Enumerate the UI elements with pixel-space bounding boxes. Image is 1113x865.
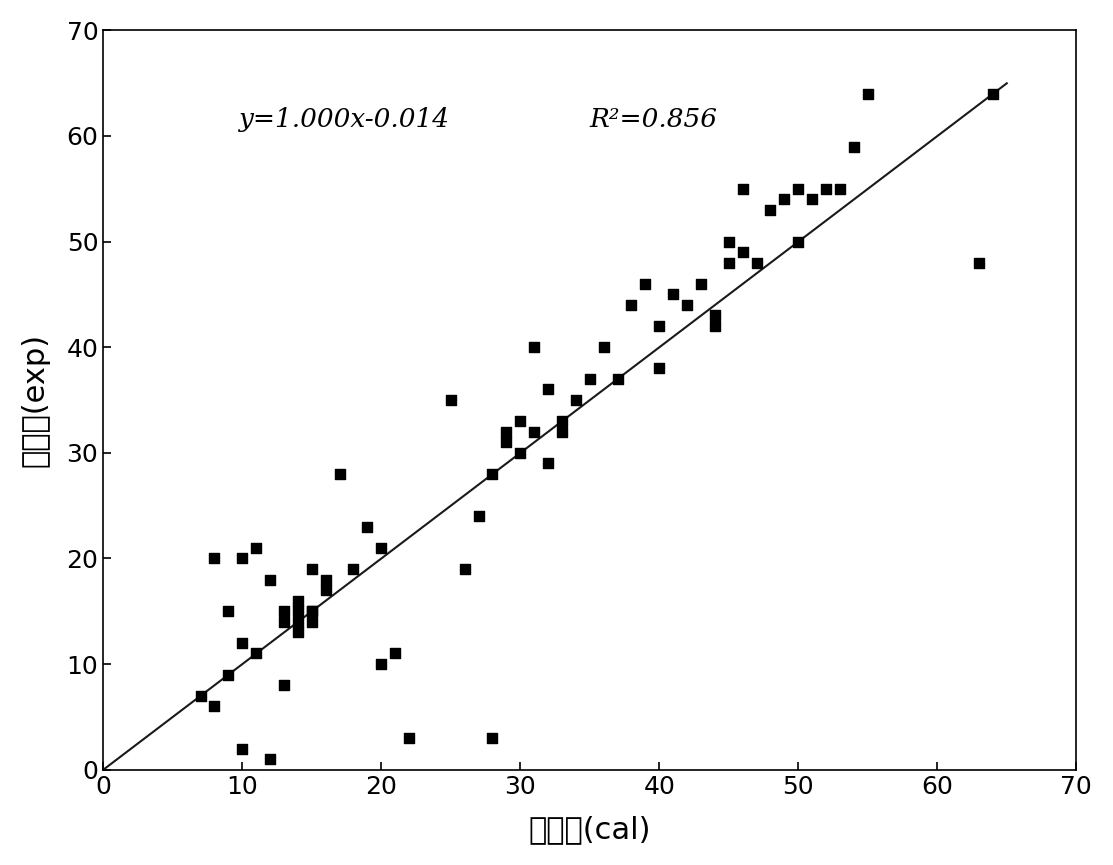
- Text: R²=0.856: R²=0.856: [590, 106, 718, 131]
- Point: [262, 753, 279, 766]
- Point: [219, 605, 237, 618]
- Point: [553, 425, 571, 439]
- Point: [401, 731, 418, 745]
- Point: [234, 552, 252, 566]
- Point: [539, 382, 556, 396]
- Point: [525, 425, 543, 439]
- Point: [483, 467, 501, 481]
- Point: [804, 192, 821, 206]
- Point: [275, 678, 293, 692]
- Point: [289, 625, 307, 639]
- Point: [845, 139, 863, 153]
- Point: [275, 605, 293, 618]
- Point: [720, 234, 738, 248]
- Point: [386, 646, 404, 660]
- Point: [345, 562, 363, 576]
- Point: [511, 414, 529, 428]
- Point: [262, 573, 279, 586]
- Point: [706, 319, 723, 333]
- Point: [219, 668, 237, 682]
- Text: y=1.000x-0.014: y=1.000x-0.014: [239, 106, 451, 131]
- Point: [748, 256, 766, 270]
- Point: [761, 203, 779, 217]
- Point: [303, 605, 321, 618]
- Point: [650, 319, 668, 333]
- Point: [317, 583, 335, 597]
- Point: [789, 182, 807, 195]
- Point: [303, 605, 321, 618]
- Point: [581, 372, 599, 386]
- Point: [247, 646, 265, 660]
- Point: [247, 541, 265, 554]
- Point: [373, 541, 391, 554]
- Point: [817, 182, 835, 195]
- Point: [289, 593, 307, 607]
- Point: [483, 731, 501, 745]
- Point: [776, 192, 794, 206]
- Point: [303, 615, 321, 629]
- Point: [971, 256, 988, 270]
- Point: [358, 520, 376, 534]
- Point: [678, 298, 696, 312]
- Point: [455, 562, 473, 576]
- Point: [317, 573, 335, 586]
- Point: [567, 393, 584, 407]
- Point: [664, 287, 682, 301]
- Point: [831, 182, 849, 195]
- Point: [289, 615, 307, 629]
- Point: [594, 340, 612, 354]
- Point: [275, 615, 293, 629]
- Point: [984, 86, 1002, 100]
- Point: [234, 636, 252, 650]
- Point: [539, 457, 556, 471]
- Point: [470, 509, 487, 523]
- Point: [303, 562, 321, 576]
- Point: [720, 256, 738, 270]
- Point: [733, 245, 751, 259]
- Point: [206, 699, 224, 713]
- Point: [331, 467, 348, 481]
- Point: [859, 86, 877, 100]
- Point: [637, 277, 654, 291]
- Point: [498, 435, 515, 449]
- Point: [289, 605, 307, 618]
- Point: [692, 277, 710, 291]
- Point: [498, 425, 515, 439]
- Point: [442, 393, 460, 407]
- Point: [206, 552, 224, 566]
- Point: [373, 657, 391, 671]
- Point: [234, 741, 252, 755]
- Point: [733, 182, 751, 195]
- Point: [511, 445, 529, 459]
- Point: [191, 689, 209, 702]
- Y-axis label: 降解率(exp): 降解率(exp): [21, 333, 50, 467]
- X-axis label: 降解率(cal): 降解率(cal): [529, 815, 651, 844]
- Point: [609, 372, 627, 386]
- Point: [525, 340, 543, 354]
- Point: [789, 234, 807, 248]
- Point: [650, 362, 668, 375]
- Point: [622, 298, 640, 312]
- Point: [706, 309, 723, 323]
- Point: [553, 414, 571, 428]
